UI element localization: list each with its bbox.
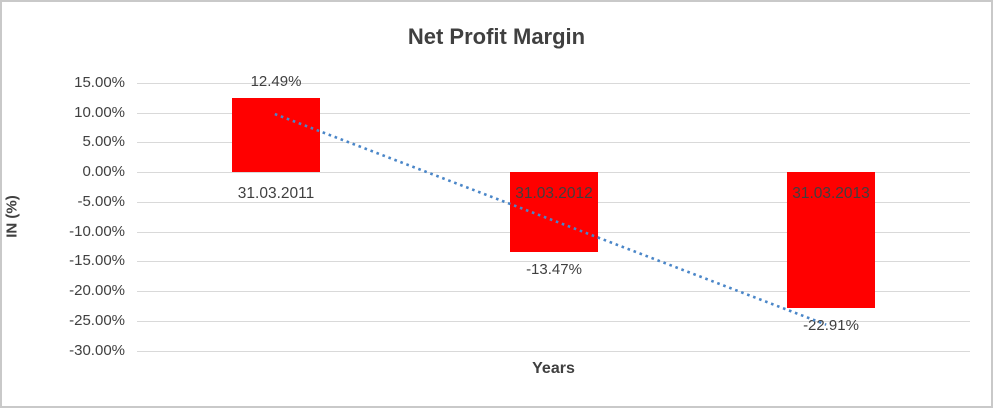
gridline (137, 351, 970, 352)
y-tick-label: -5.00% (77, 193, 125, 210)
y-tick-label: -10.00% (69, 223, 125, 240)
y-tick-label: -15.00% (69, 252, 125, 269)
data-label: -22.91% (803, 317, 859, 334)
y-tick-label: 0.00% (82, 163, 125, 180)
bar-31.03.2012 (510, 172, 598, 252)
y-tick-label: 10.00% (74, 104, 125, 121)
chart-title: Net Profit Margin (407, 24, 586, 49)
y-tick-label: 15.00% (74, 74, 125, 91)
category-label: 31.03.2012 (515, 185, 593, 202)
y-tick-label: -30.00% (69, 342, 125, 359)
data-label: -13.47% (526, 261, 582, 278)
y-tick-label: -20.00% (69, 282, 125, 299)
data-label: 12.49% (250, 73, 302, 90)
bar-31.03.2011 (232, 98, 320, 172)
x-axis-title: Years (532, 360, 575, 377)
y-tick-label: 5.00% (82, 133, 125, 150)
category-label: 31.03.2011 (237, 185, 315, 202)
category-label: 31.03.2013 (792, 185, 870, 202)
gridline (137, 83, 970, 84)
y-axis-title: IN (%) (3, 195, 21, 238)
y-tick-label: -25.00% (69, 312, 125, 329)
